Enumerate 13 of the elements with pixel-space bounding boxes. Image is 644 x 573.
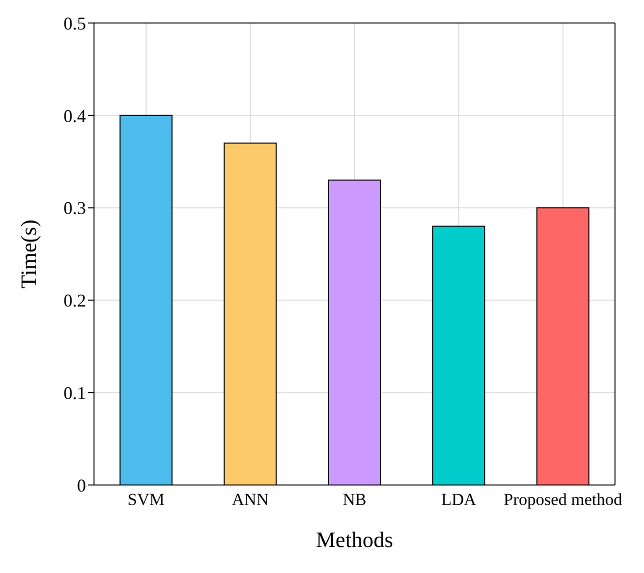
y-tick-label: 0.1 — [64, 382, 86, 403]
y-tick-label: 0.4 — [64, 106, 86, 126]
x-tick-label: ANN — [232, 490, 269, 510]
y-axis-title: Time(s) — [16, 220, 41, 288]
x-tick-label: LDA — [441, 490, 477, 510]
x-tick-label: Proposed method — [504, 490, 623, 510]
x-tick-label: SVM — [128, 490, 165, 510]
y-tick-label: 0.3 — [64, 198, 86, 218]
x-tick-label: NB — [342, 490, 366, 510]
y-tick-label: 0.5 — [64, 13, 86, 34]
y-tick-label: 0 — [77, 475, 86, 496]
x-axis-title: Methods — [316, 527, 393, 552]
y-tick-label: 0.2 — [64, 290, 86, 311]
